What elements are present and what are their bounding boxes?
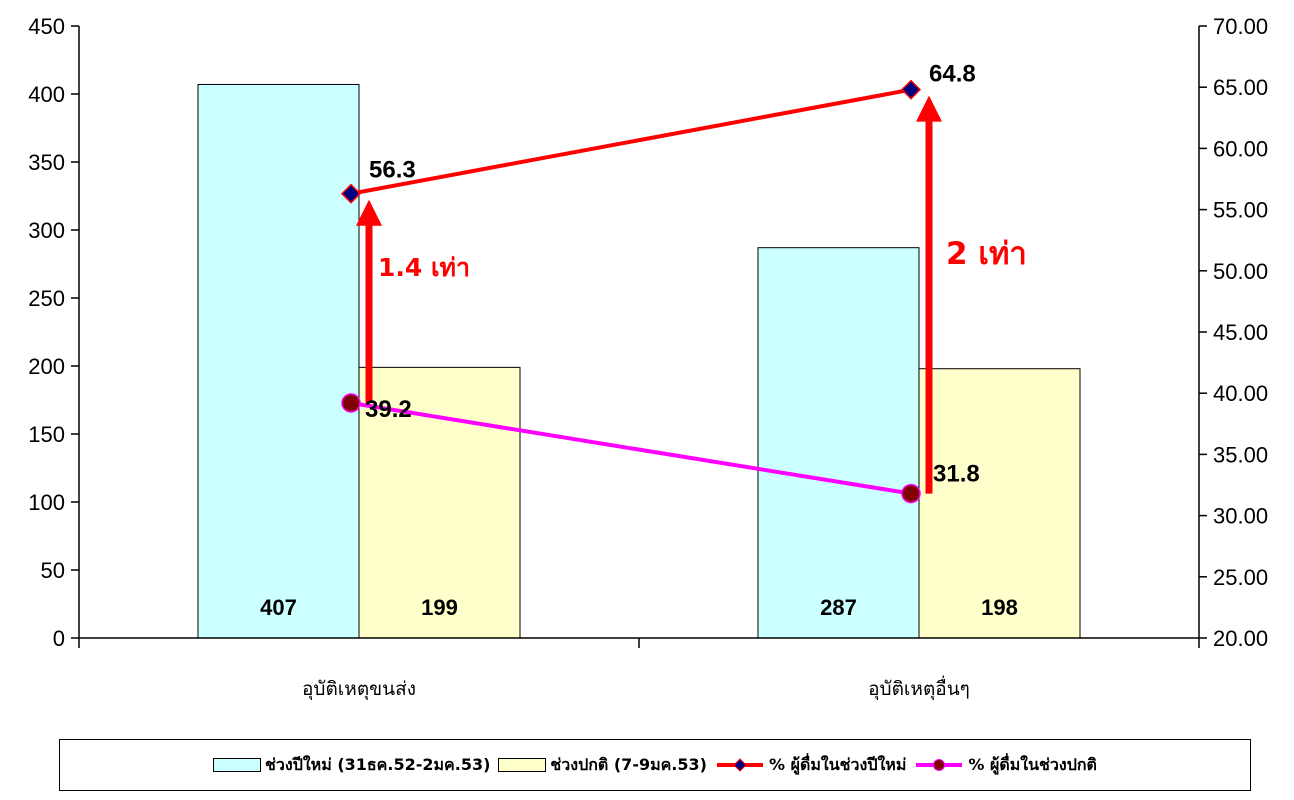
right-tick-label-3: 35.00 xyxy=(1213,442,1268,467)
legend-label-3: % ผู้ดื่มในช่วงปีใหม่ xyxy=(769,754,907,774)
legend-line-3 xyxy=(717,758,763,772)
bar-1-1 xyxy=(197,83,360,639)
point-label-1-1: 56.3 xyxy=(369,157,416,184)
line-series-2 xyxy=(350,401,912,496)
right-tick-label-0: 20.00 xyxy=(1213,626,1268,651)
right-tick-label-9: 65.00 xyxy=(1213,75,1268,100)
right-tick-label-8: 60.00 xyxy=(1213,136,1268,161)
axes-layer: 0 50 100 150 200 250 300 350 400 450 20.00 25.00 30.… xyxy=(28,14,1268,701)
left-tick-label-8: 400 xyxy=(28,82,65,107)
legend-label-2: ช่วงปกติ (7-9มค.53) xyxy=(550,754,707,774)
left-tick-label-5: 250 xyxy=(28,286,65,311)
right-tick-label-1: 25.00 xyxy=(1213,565,1268,590)
chart-legend: ช่วงปีใหม่ (31ธค.52-2มค.53) ช่วงปกติ (7-9… xyxy=(59,739,1251,791)
line-series-1 xyxy=(350,87,912,196)
legend-item-3: % ผู้ดื่มในช่วงปีใหม่ xyxy=(715,753,906,778)
legend-label-1: ช่วงปีใหม่ (31ธค.52-2มค.53) xyxy=(265,754,491,774)
bars-layer xyxy=(197,83,1081,639)
legend-line-4 xyxy=(916,759,963,771)
left-tick-label-9: 450 xyxy=(28,14,65,39)
point-label-2-1: 39.2 xyxy=(365,396,412,423)
left-tick-label-1: 50 xyxy=(41,558,65,583)
growth-annotation-1: 1.4 เท่า xyxy=(378,253,470,282)
legend-swatch-1 xyxy=(213,758,262,772)
growth-arrow-head-1 xyxy=(356,199,382,226)
bar-label-1-1: 407 xyxy=(260,595,297,620)
right-tick-label-6: 50.00 xyxy=(1213,259,1268,284)
category-label-1: อุบัติเหตุขนส่ง xyxy=(302,678,416,701)
line-marker-2-1 xyxy=(341,393,361,413)
left-tick-label-4: 200 xyxy=(28,354,65,379)
left-tick-label-6: 300 xyxy=(28,218,65,243)
legend-swatch-2 xyxy=(498,758,547,772)
growth-arrow-head-2 xyxy=(916,95,942,122)
right-tick-label-10: 70.00 xyxy=(1213,14,1268,39)
legend-label-4: % ผู้ดื่มในช่วงปกติ xyxy=(968,754,1097,774)
legend-item-1: ช่วงปีใหม่ (31ธค.52-2มค.53) xyxy=(213,753,490,778)
right-tick-label-5: 45.00 xyxy=(1213,320,1268,345)
line-marker-1-1 xyxy=(340,183,362,204)
line-marker-2-2 xyxy=(901,483,921,504)
legend-item-2: ช่วงปกติ (7-9มค.53) xyxy=(498,753,707,778)
legend-item-4: % ผู้ดื่มในช่วงปกติ xyxy=(914,753,1097,778)
line-marker-1-2 xyxy=(900,79,922,100)
left-tick-label-7: 350 xyxy=(28,150,65,175)
left-tick-label-2: 100 xyxy=(28,490,65,515)
bar-2-1 xyxy=(358,366,521,639)
bar-label-2-1: 199 xyxy=(421,595,458,620)
bar-label-2-2: 198 xyxy=(981,595,1018,620)
left-tick-label-0: 0 xyxy=(53,626,65,651)
growth-annotation-2: 2 เท่า xyxy=(946,236,1027,272)
bar-1-2 xyxy=(757,247,920,639)
right-tick-label-2: 30.00 xyxy=(1213,504,1268,529)
right-tick-label-4: 40.00 xyxy=(1213,381,1268,406)
labels-layer: 407 287 199 198 56.3 64.8 39.2 31.8 1.4 เท่า 2 เท… xyxy=(260,61,1027,620)
left-tick-label-3: 150 xyxy=(28,422,65,447)
right-tick-label-7: 55.00 xyxy=(1213,198,1268,223)
bar-label-1-2: 287 xyxy=(820,595,857,620)
point-label-1-2: 64.8 xyxy=(929,61,976,88)
category-label-2: อุบัติเหตุอื่นๆ xyxy=(868,675,970,701)
point-label-2-2: 31.8 xyxy=(933,461,980,488)
lines-layer xyxy=(340,79,942,504)
bar-2-2 xyxy=(918,368,1081,639)
